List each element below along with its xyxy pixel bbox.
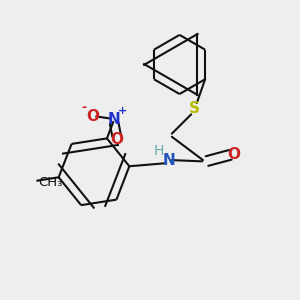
Text: O: O bbox=[110, 132, 123, 147]
Text: S: S bbox=[189, 101, 200, 116]
Text: CH₃: CH₃ bbox=[39, 176, 63, 189]
Text: -: - bbox=[81, 101, 86, 114]
Text: O: O bbox=[86, 109, 99, 124]
Text: +: + bbox=[118, 106, 128, 116]
Text: N: N bbox=[108, 112, 121, 127]
Text: H: H bbox=[154, 144, 164, 158]
Text: O: O bbox=[228, 147, 241, 162]
Text: N: N bbox=[162, 153, 175, 168]
